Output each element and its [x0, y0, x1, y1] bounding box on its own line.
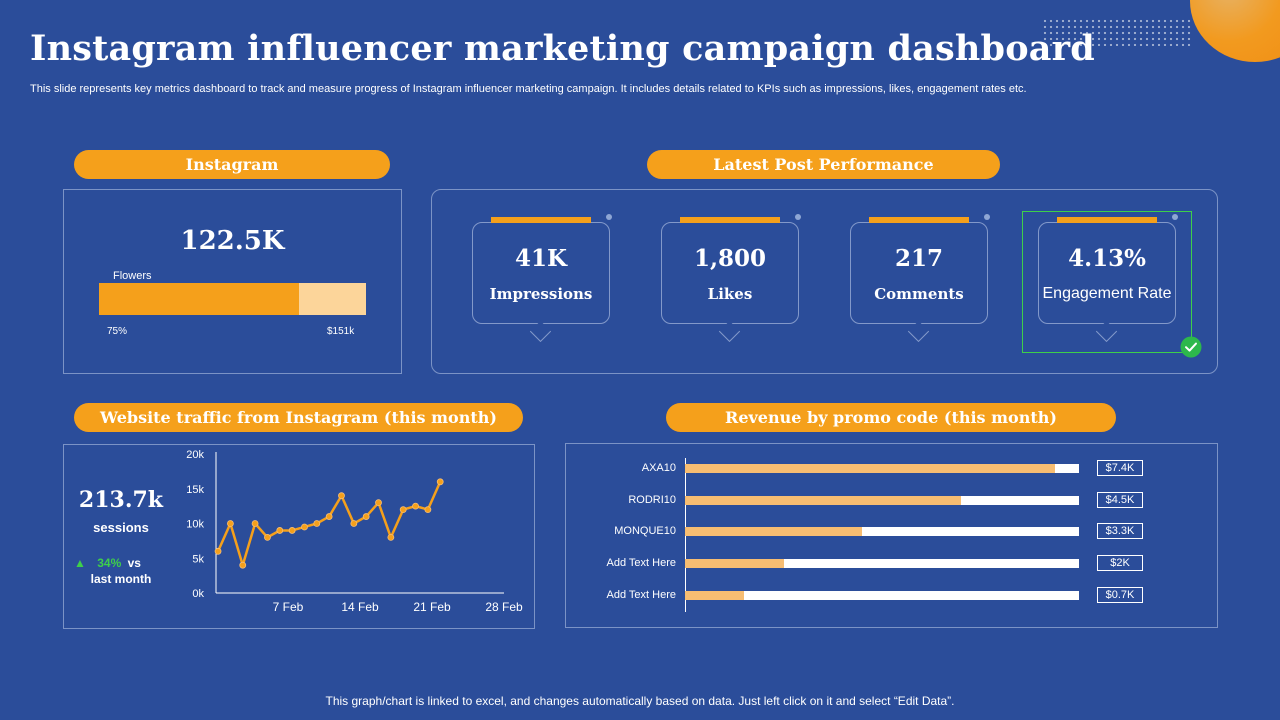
promo-category-label: AXA10	[641, 462, 676, 474]
x-tick-label: 14 Feb	[341, 600, 379, 614]
data-point	[424, 506, 432, 513]
check-icon	[1180, 336, 1202, 358]
data-point	[239, 561, 247, 569]
dot-pattern-decoration	[1042, 18, 1192, 46]
data-point	[264, 534, 271, 541]
promo-bar	[685, 527, 863, 537]
data-point	[412, 502, 419, 510]
x-tick-label: 7 Feb	[273, 600, 304, 614]
data-point	[350, 520, 358, 527]
promo-bar-track	[685, 464, 1079, 473]
kpi-card-accent-bar	[680, 217, 780, 223]
instagram-value: 122.5K	[180, 226, 285, 256]
instagram-progress-bar	[99, 283, 366, 315]
kpi-value: 217	[894, 245, 943, 272]
x-tick-label: 21 Feb	[413, 600, 451, 614]
data-point	[214, 547, 222, 555]
change-percent: 34%	[97, 556, 122, 570]
traffic-heading: Website traffic from Instagram (this mon…	[74, 403, 523, 432]
change-period: last month	[90, 572, 152, 586]
promo-category-label: MONQUE10	[614, 525, 676, 538]
data-point	[288, 527, 296, 534]
promo-bar	[685, 590, 745, 600]
instagram-target-label: $151k	[327, 326, 355, 337]
kpi-card-dot	[1172, 214, 1178, 220]
kpi-value: 1,800	[693, 245, 767, 272]
change-vs: vs	[127, 556, 141, 570]
instagram-panel: 122.5K Flowers 75% $151k	[63, 189, 402, 374]
data-point	[399, 506, 407, 513]
data-point	[301, 523, 308, 531]
instagram-bar-label: Flowers	[113, 270, 152, 282]
y-tick-label: 0k	[192, 588, 204, 600]
promo-bar-track	[685, 559, 1079, 569]
promo-panel: AXA10 $7.4K RODRI10 $4.5K MONQUE10 $3.3K Add T…	[565, 443, 1218, 628]
promo-category-label: Add Text Here	[606, 588, 676, 601]
promo-value-label: $4.5K	[1097, 491, 1143, 508]
page-title: Instagram influencer marketing campaign …	[30, 28, 1095, 69]
data-point	[325, 513, 333, 520]
instagram-heading: Instagram	[74, 150, 390, 179]
traffic-panel: 213.7k sessions ▲ 34% vs last month 0k 5k…	[63, 444, 535, 629]
kpi-card-likes: 1,800 Likes	[661, 214, 801, 343]
promo-value-label: $2K	[1097, 555, 1143, 572]
data-point	[375, 499, 382, 507]
page-subtitle: This slide represents key metrics dashbo…	[30, 83, 1027, 95]
kpi-label: Likes	[707, 285, 753, 303]
promo-bar-track	[685, 527, 1079, 537]
sessions-label: sessions	[93, 520, 149, 535]
data-point	[276, 527, 284, 534]
kpi-card-dot	[984, 214, 990, 220]
promo-value-label: $7.4K	[1097, 460, 1143, 476]
sessions-change: ▲ 34% vs	[74, 556, 141, 570]
kpi-card-dot	[795, 214, 801, 220]
footer-note: This graph/chart is linked to excel, and…	[325, 694, 955, 708]
data-point	[362, 513, 370, 520]
data-point	[313, 520, 321, 527]
kpi-card-accent-bar	[491, 217, 591, 223]
instagram-progress-label: 75%	[107, 326, 128, 337]
corner-orange-decoration	[1190, 0, 1280, 62]
promo-category-label: Add Text Here	[606, 557, 676, 570]
kpi-label: Engagement Rate	[1042, 285, 1172, 302]
kpi-label: Comments	[874, 285, 964, 303]
x-tick-label: 28 Feb	[485, 600, 523, 614]
kpi-card-impressions: 41K Impressions	[472, 214, 612, 343]
promo-value-label: $3.3K	[1097, 523, 1143, 540]
kpi-card-accent-bar	[1057, 217, 1157, 223]
promo-category-label: RODRI10	[628, 493, 676, 506]
post-performance-heading: Latest Post Performance	[647, 150, 1000, 179]
up-arrow-icon: ▲	[74, 556, 86, 570]
kpi-value: 4.13%	[1068, 245, 1146, 272]
sessions-value: 213.7k	[78, 487, 164, 513]
post-performance-panel	[431, 189, 1218, 374]
kpi-value: 41K	[515, 245, 567, 272]
y-tick-label: 5k	[192, 553, 204, 565]
instagram-progress-fill	[99, 283, 300, 315]
promo-bar	[685, 464, 1056, 473]
kpi-card-engagement-rate: 4.13% Engagement Rate	[1038, 214, 1178, 343]
y-tick-label: 15k	[186, 484, 204, 496]
promo-value-label: $0.7K	[1097, 586, 1143, 603]
kpi-card-dot	[606, 214, 612, 220]
promo-bar	[685, 495, 961, 505]
data-point	[436, 478, 444, 486]
data-point	[227, 520, 234, 527]
series-line	[216, 481, 442, 567]
promo-bar-track	[685, 590, 1079, 600]
traffic-line-chart: 0k 5k 10k 15k 20k 7 Feb 14 Feb 21 Feb 28 Feb	[186, 449, 523, 614]
data-point	[251, 520, 259, 527]
data-point	[387, 534, 395, 541]
data-point	[338, 492, 345, 500]
kpi-card-accent-bar	[869, 217, 969, 223]
engagement-highlight-frame	[1022, 211, 1192, 353]
kpi-card-comments: 217 Comments	[850, 214, 990, 343]
y-tick-label: 10k	[186, 519, 204, 531]
y-tick-label: 20k	[186, 449, 204, 461]
promo-heading: Revenue by promo code (this month)	[666, 403, 1116, 432]
promo-bar	[685, 559, 784, 569]
promo-bar-track	[685, 495, 1079, 505]
kpi-label: Impressions	[489, 285, 593, 303]
